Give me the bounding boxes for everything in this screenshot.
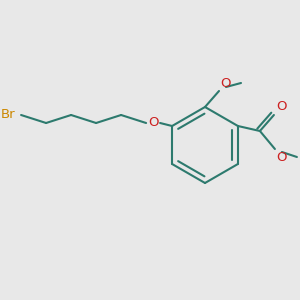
Text: O: O <box>220 77 230 90</box>
Text: O: O <box>148 116 158 128</box>
Text: O: O <box>276 100 286 113</box>
Text: O: O <box>276 151 286 164</box>
Text: Br: Br <box>1 109 15 122</box>
